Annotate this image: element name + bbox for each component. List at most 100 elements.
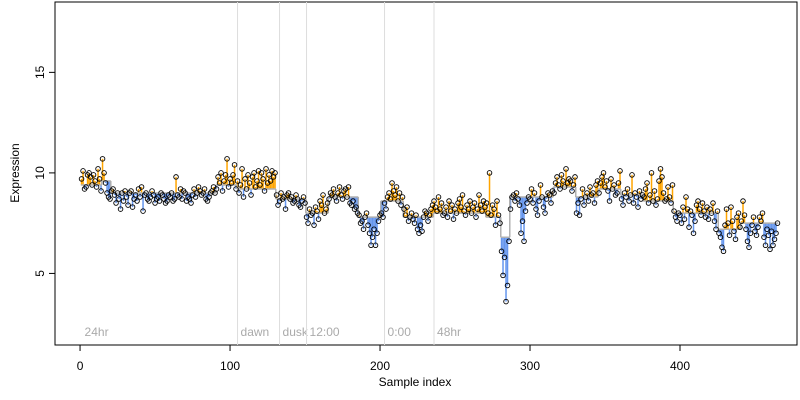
point <box>306 206 313 212</box>
point <box>575 200 581 206</box>
annotation-label: dawn <box>241 325 270 339</box>
point <box>99 156 106 162</box>
point <box>231 162 238 168</box>
point <box>446 198 452 204</box>
point <box>651 188 658 194</box>
annotation-label: 0:00 <box>388 325 412 339</box>
point <box>713 226 719 232</box>
point <box>95 166 101 172</box>
point <box>254 178 260 184</box>
point <box>132 192 139 198</box>
point <box>471 200 478 206</box>
point <box>530 200 536 206</box>
point <box>267 178 274 184</box>
point <box>330 186 337 192</box>
point <box>614 190 620 196</box>
x-tick-label: 100 <box>220 359 240 373</box>
point <box>411 220 418 226</box>
point <box>278 190 284 196</box>
point <box>228 180 235 186</box>
point <box>665 184 671 190</box>
point <box>635 204 641 210</box>
point <box>389 180 395 186</box>
point <box>585 198 592 204</box>
point <box>78 176 85 182</box>
y-tick-label: 5 <box>33 270 47 277</box>
point <box>110 186 116 192</box>
point <box>456 196 463 202</box>
point <box>201 186 208 192</box>
point <box>219 188 226 194</box>
point <box>122 188 128 194</box>
point <box>743 226 749 232</box>
point <box>495 212 502 218</box>
point <box>542 210 548 216</box>
point <box>546 192 553 198</box>
point <box>494 198 500 204</box>
point <box>453 210 460 216</box>
point <box>647 192 653 198</box>
point <box>138 184 145 190</box>
point <box>164 198 170 204</box>
point <box>474 206 481 212</box>
point <box>107 196 113 202</box>
point <box>386 190 392 196</box>
point <box>408 210 415 216</box>
point <box>168 190 175 196</box>
point <box>101 170 107 176</box>
point <box>758 218 764 224</box>
point <box>90 172 97 178</box>
point <box>608 176 614 182</box>
point <box>615 180 622 186</box>
point <box>251 170 257 176</box>
point <box>749 222 755 228</box>
point <box>501 254 508 261</box>
point <box>698 212 704 218</box>
point <box>533 206 539 212</box>
x-tick-label: 400 <box>670 359 690 373</box>
annotation-label: 24hr <box>85 325 109 339</box>
point <box>92 178 98 184</box>
point <box>570 182 577 188</box>
point <box>500 272 506 279</box>
point <box>746 244 752 251</box>
point <box>600 170 607 176</box>
point <box>761 234 767 240</box>
point <box>447 208 454 214</box>
point <box>242 176 248 182</box>
plot-box <box>54 1 798 346</box>
point <box>645 200 652 206</box>
point <box>654 196 661 202</box>
point <box>488 212 494 218</box>
point <box>768 228 775 234</box>
point <box>660 190 667 196</box>
point <box>708 210 715 216</box>
point <box>444 214 451 220</box>
point <box>225 184 232 190</box>
point <box>215 174 221 180</box>
point <box>492 222 499 228</box>
point <box>80 168 86 174</box>
point <box>398 202 404 208</box>
point <box>528 186 535 192</box>
point <box>650 198 656 204</box>
point <box>113 200 119 206</box>
point <box>636 188 643 194</box>
point <box>668 200 674 206</box>
point <box>503 298 509 305</box>
point <box>257 182 263 188</box>
point <box>380 214 386 220</box>
point <box>543 196 550 202</box>
point <box>741 212 748 218</box>
annotation-label: 12:00 <box>310 325 340 339</box>
point <box>468 210 475 216</box>
point <box>773 230 779 236</box>
point <box>294 196 301 202</box>
point <box>473 214 479 220</box>
point <box>258 170 265 176</box>
point <box>597 180 604 186</box>
point <box>701 208 707 214</box>
point <box>537 182 544 188</box>
point <box>261 188 268 194</box>
point <box>462 212 469 218</box>
